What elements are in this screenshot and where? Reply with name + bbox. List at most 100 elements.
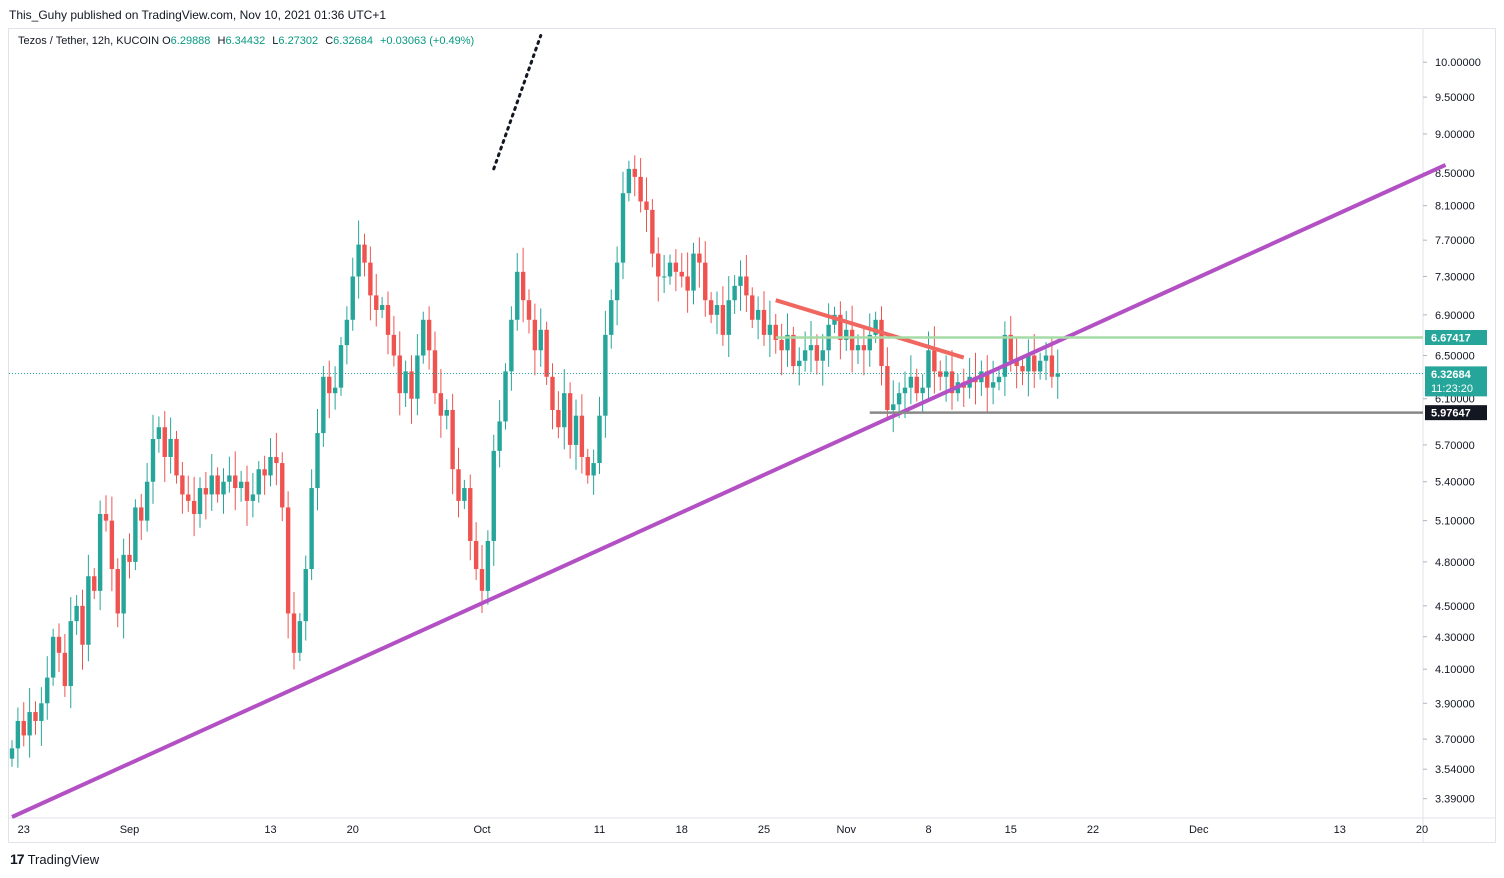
candle-down bbox=[174, 438, 179, 476]
y-tick-label: 6.10000 bbox=[1435, 394, 1475, 406]
dotted-projection-line bbox=[492, 34, 543, 171]
candle-down bbox=[526, 300, 532, 320]
candle-down bbox=[556, 409, 561, 428]
candle-up bbox=[714, 305, 720, 315]
candle-down bbox=[679, 271, 684, 277]
y-tick-label: 5.40000 bbox=[1435, 477, 1475, 489]
candle-up bbox=[50, 636, 56, 678]
x-tick-label: 13 bbox=[264, 824, 276, 836]
low-value: 6.27302 bbox=[278, 35, 319, 47]
candle-up bbox=[74, 605, 79, 622]
candle-down bbox=[291, 613, 297, 653]
candle-down bbox=[673, 262, 679, 272]
candle-up bbox=[250, 494, 256, 501]
candle-up bbox=[597, 415, 602, 464]
candle-down bbox=[644, 201, 649, 210]
descending-resistance-line bbox=[775, 298, 965, 360]
candle-down bbox=[791, 334, 796, 367]
candle-up bbox=[332, 387, 338, 394]
candle-up bbox=[238, 481, 244, 489]
footer-brand[interactable]: 17 TradingView bbox=[10, 851, 99, 867]
candle-down bbox=[708, 300, 714, 315]
candle-down bbox=[468, 488, 473, 541]
candle-up bbox=[321, 376, 326, 434]
candle-down bbox=[127, 554, 132, 562]
candle-down bbox=[656, 253, 661, 277]
candle-down bbox=[33, 712, 38, 721]
current-price-tag-text: 6.32684 bbox=[1431, 369, 1472, 381]
low-label: L bbox=[272, 35, 279, 47]
tradingview-logo-icon: 17 bbox=[10, 851, 25, 867]
candle-up bbox=[168, 438, 173, 457]
candle-up bbox=[503, 371, 508, 422]
candle-up bbox=[350, 276, 355, 320]
candle-down bbox=[56, 636, 62, 653]
candle-up bbox=[990, 382, 996, 388]
candle-up bbox=[867, 334, 872, 351]
candle-up bbox=[802, 350, 808, 361]
x-tick-label: 18 bbox=[676, 824, 688, 836]
candle-up bbox=[538, 329, 543, 351]
candle-down bbox=[139, 507, 144, 521]
candle-up bbox=[491, 450, 496, 541]
candle-down bbox=[203, 488, 209, 495]
x-tick-label: Sep bbox=[120, 824, 140, 836]
candle-up bbox=[27, 712, 32, 736]
candle-up bbox=[209, 475, 214, 495]
candle-up bbox=[221, 481, 226, 495]
y-tick-label: 9.50000 bbox=[1435, 92, 1475, 104]
candle-up bbox=[303, 569, 308, 622]
candle-up bbox=[603, 334, 608, 416]
candles bbox=[9, 155, 1060, 768]
candle-up bbox=[785, 334, 790, 351]
y-tick-label: 8.10000 bbox=[1435, 201, 1475, 213]
candle-up bbox=[45, 677, 50, 704]
y-tick-label: 4.10000 bbox=[1435, 664, 1475, 676]
x-tick-label: 13 bbox=[1334, 824, 1346, 836]
candle-down bbox=[750, 295, 755, 320]
candle-down bbox=[838, 314, 843, 340]
current-price-tag-bg bbox=[1425, 366, 1487, 397]
candle-up bbox=[515, 271, 520, 320]
candle-up bbox=[197, 488, 203, 514]
candle-down bbox=[103, 513, 109, 521]
x-tick-label: Dec bbox=[1189, 824, 1209, 836]
candle-down bbox=[368, 262, 373, 296]
candle-up bbox=[256, 469, 261, 495]
candle-down bbox=[779, 339, 784, 351]
candle-down bbox=[186, 494, 191, 501]
candle-up bbox=[738, 276, 743, 286]
candle-down bbox=[285, 507, 291, 614]
candle-down bbox=[438, 393, 444, 416]
candle-up bbox=[591, 463, 596, 476]
candle-up bbox=[462, 488, 467, 501]
candle-up bbox=[996, 376, 1002, 383]
candle-down bbox=[814, 345, 820, 361]
grey-level-tag-bg bbox=[1425, 405, 1487, 421]
candle-up bbox=[620, 193, 626, 263]
candle-down bbox=[567, 393, 573, 445]
high-label: H bbox=[217, 35, 226, 47]
x-tick-label: 22 bbox=[1087, 824, 1099, 836]
candle-down bbox=[115, 569, 120, 614]
candle-down bbox=[274, 456, 279, 464]
candle-up bbox=[908, 376, 914, 388]
x-tick-label: 11 bbox=[594, 824, 605, 836]
candle-up bbox=[9, 748, 15, 759]
candle-up bbox=[1055, 373, 1060, 377]
candle-down bbox=[162, 427, 167, 457]
candle-down bbox=[914, 376, 919, 394]
candle-up bbox=[767, 324, 773, 335]
candle-down bbox=[879, 319, 884, 367]
candle-down bbox=[62, 652, 68, 687]
candle-up bbox=[873, 319, 878, 335]
candle-down bbox=[92, 576, 97, 591]
candle-up bbox=[15, 720, 21, 749]
candle-down bbox=[233, 475, 238, 489]
candle-up bbox=[144, 481, 150, 521]
candle-down bbox=[180, 475, 185, 495]
candle-up bbox=[68, 621, 73, 687]
change-value: +0.03063 (+0.49%) bbox=[380, 35, 475, 47]
candle-up bbox=[156, 427, 162, 439]
